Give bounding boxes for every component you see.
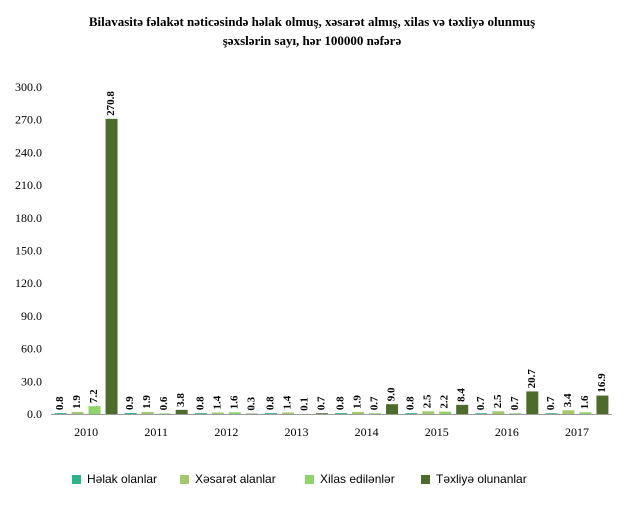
- x-tick-label: 2011: [144, 425, 168, 439]
- bar: [369, 413, 382, 414]
- data-label: 1.6: [579, 395, 591, 409]
- bar: [158, 413, 171, 414]
- bar: [579, 412, 592, 414]
- legend-swatch: [180, 474, 189, 484]
- x-tick-label: 2012: [214, 425, 238, 439]
- bar: [141, 411, 154, 414]
- data-label: 270.8: [105, 91, 117, 116]
- y-tick-label: 180.0: [15, 211, 42, 225]
- data-label: 0.8: [194, 396, 206, 410]
- data-label: 0.7: [509, 396, 521, 410]
- bar: [475, 413, 488, 414]
- data-label: 3.4: [562, 393, 574, 407]
- bar: [526, 391, 539, 414]
- data-label: 0.8: [335, 396, 347, 410]
- bar: [386, 404, 399, 414]
- bar: [509, 413, 522, 414]
- chart-legend: Həlak olanlar Xəsarət alanlar Xilas edilən…: [72, 472, 612, 488]
- y-tick-label: 270.0: [15, 113, 42, 127]
- bar: [264, 413, 277, 414]
- y-tick-label: 90.0: [21, 309, 42, 323]
- x-tick-label: 2016: [495, 425, 519, 439]
- y-tick-label: 240.0: [15, 145, 42, 159]
- legend-label: Təxliyə olunanlar: [436, 472, 527, 486]
- data-label: 2.5: [492, 394, 504, 408]
- y-tick-label: 150.0: [15, 244, 42, 258]
- data-label: 0.9: [124, 396, 136, 410]
- y-tick-label: 210.0: [15, 178, 42, 192]
- bar: [492, 411, 505, 414]
- chart-title-line-1: Bilavasitə fəlakət nəticəsində həlak olm…: [88, 14, 536, 29]
- bar: [422, 411, 435, 414]
- bar: [405, 413, 418, 414]
- bar: [315, 413, 328, 414]
- legend-label: Xəsarət alanlar: [195, 472, 276, 486]
- data-label: 2.2: [439, 394, 451, 408]
- data-label: 1.9: [71, 395, 83, 409]
- data-label: 0.8: [264, 396, 276, 410]
- data-label: 0.6: [158, 396, 170, 410]
- chart-title: Bilavasitə fəlakət nəticəsində həlak olm…: [0, 12, 624, 50]
- x-tick-label: 2014: [355, 425, 379, 439]
- data-label: 3.8: [175, 393, 187, 407]
- legend-swatch: [421, 474, 430, 484]
- bar: [54, 413, 67, 414]
- data-label: 1.4: [281, 395, 293, 409]
- bar: [105, 118, 118, 414]
- legend-item: Təxliyə olunanlar: [421, 472, 527, 486]
- x-tick-label: 2017: [565, 425, 589, 439]
- x-tick-label: 2015: [425, 425, 449, 439]
- legend-item: Həlak olanlar: [72, 472, 157, 486]
- bar: [71, 411, 84, 414]
- legend-swatch: [305, 474, 314, 484]
- legend-label: Həlak olanlar: [87, 472, 158, 486]
- x-tick-label: 2013: [284, 425, 308, 439]
- data-label: 0.1: [298, 397, 310, 411]
- data-label: 0.7: [545, 396, 557, 410]
- bar: [211, 412, 224, 414]
- data-label: 7.2: [88, 389, 100, 403]
- bar: [194, 413, 207, 414]
- legend-item: Xəsarət alanlar: [180, 472, 276, 486]
- y-tick-label: 120.0: [15, 276, 42, 290]
- bar: [596, 395, 609, 414]
- bar: [439, 411, 452, 414]
- data-label: 1.9: [352, 395, 364, 409]
- data-label: 0.8: [54, 396, 66, 410]
- data-label: 0.7: [475, 396, 487, 410]
- data-label: 1.6: [228, 395, 240, 409]
- bar: [562, 410, 575, 414]
- data-label: 20.7: [526, 369, 538, 389]
- bar: [228, 412, 241, 414]
- y-tick-label: 0.0: [27, 407, 42, 421]
- y-tick-label: 60.0: [21, 342, 42, 356]
- data-label: 0.3: [245, 396, 257, 410]
- y-tick-label: 30.0: [21, 374, 42, 388]
- bar-chart: 0.0 30.0 60.0 90.0 120.0 150.0 180.0 210.0 240.0…: [15, 80, 612, 439]
- x-tick-label: 2010: [74, 425, 98, 439]
- data-label: 1.9: [141, 395, 153, 409]
- bar: [456, 404, 469, 414]
- bar: [352, 411, 365, 414]
- data-label: 2.5: [422, 394, 434, 408]
- data-label: 0.7: [369, 396, 381, 410]
- data-label: 16.9: [596, 373, 608, 393]
- legend-swatch: [72, 474, 81, 484]
- chart-title-line-2: şəxslərin sayı, hər 100000 nəfərə: [222, 33, 402, 48]
- legend-item: Xilas edilənlər: [305, 472, 395, 486]
- data-label: 0.7: [315, 396, 327, 410]
- bar: [545, 413, 558, 414]
- y-tick-label: 300.0: [15, 80, 42, 94]
- data-label: 1.4: [211, 395, 223, 409]
- data-label: 9.0: [386, 387, 398, 401]
- legend-label: Xilas edilənlər: [320, 472, 395, 486]
- data-label: 8.4: [456, 388, 468, 402]
- bar: [88, 406, 101, 414]
- bar: [175, 409, 188, 414]
- data-label: 0.8: [405, 396, 417, 410]
- bar: [335, 413, 348, 414]
- bar: [124, 413, 137, 414]
- bar: [281, 412, 294, 414]
